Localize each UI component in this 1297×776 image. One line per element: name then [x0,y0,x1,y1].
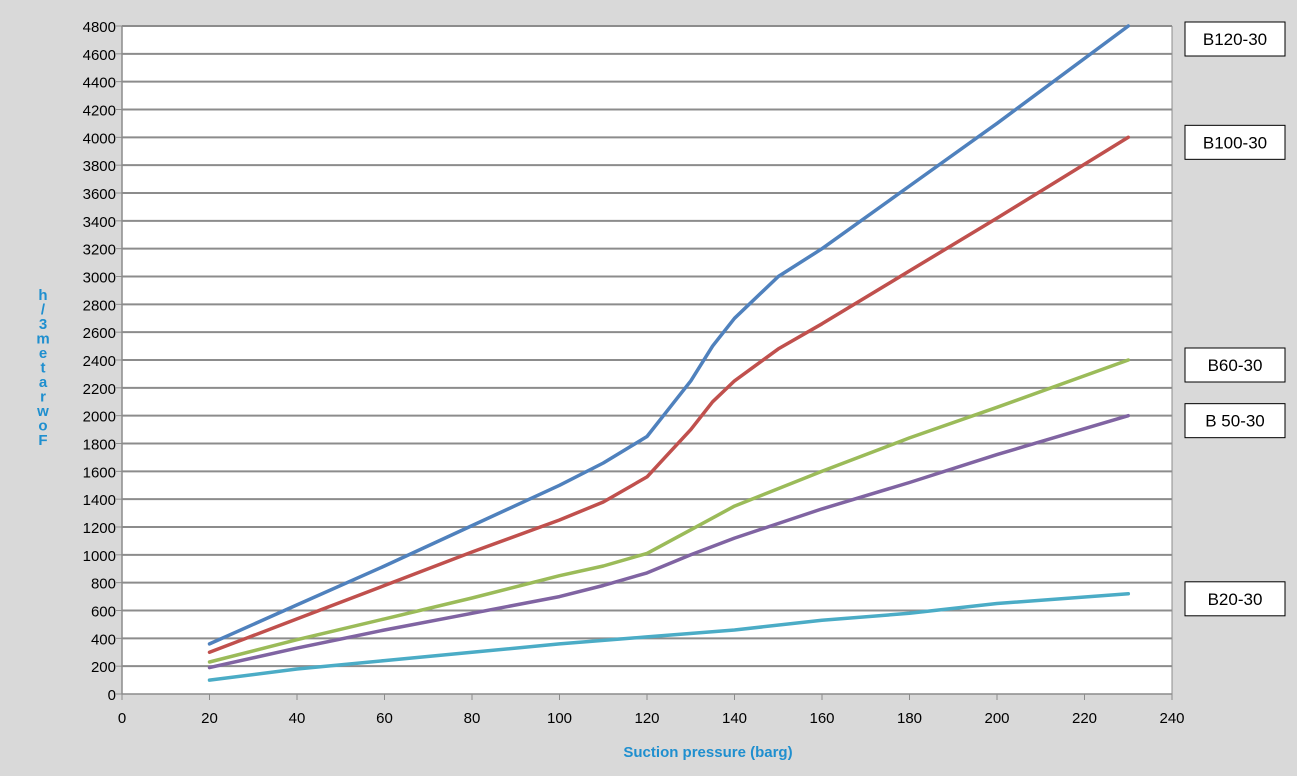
y-axis-title-glyph: w [36,403,49,420]
legend-label: B120-30 [1203,30,1267,49]
y-tick-label: 1000 [83,548,116,565]
y-tick-label: 4800 [83,19,116,36]
y-tick-label: 600 [91,604,116,621]
y-axis-title-glyph: F [38,432,47,449]
x-tick-label: 220 [1072,710,1097,727]
y-tick-label: 2200 [83,381,116,398]
legend-box [1184,581,1286,617]
y-tick-label: 3600 [83,186,116,203]
y-axis-title-glyph: a [39,374,48,391]
legend-item: B60-30 [1184,347,1286,383]
y-tick-label: 4400 [83,75,116,92]
series-line-b50-30 [207,413,1131,670]
x-tick-label: 180 [897,710,922,727]
y-tick-label: 2600 [83,325,116,342]
legend-box [1184,347,1286,383]
y-axis-title-glyph: 3 [39,316,47,333]
x-tick-label: 40 [289,710,306,727]
y-axis-title-glyph: e [39,345,47,362]
y-tick-label: 3000 [83,270,116,287]
y-axis-title-glyph: o [38,418,47,435]
y-axis-title-glyph: h [38,287,47,304]
gridlines [122,25,1172,668]
legend-label: B60-30 [1208,356,1263,375]
y-tick-label: 2400 [83,353,116,370]
x-tick-label: 0 [118,710,126,727]
legend-box [1184,124,1286,160]
y-tick-label: 1600 [83,464,116,481]
series-line-b100-30 [207,135,1131,655]
y-axis-title-glyph: / [41,302,46,319]
y-tick-label: 800 [91,576,116,593]
x-tick-label: 140 [722,710,747,727]
y-tick-label: 3200 [83,242,116,259]
y-axis-title-glyph: r [40,389,46,406]
x-tick-label: 120 [634,710,659,727]
series-lines [207,24,1131,682]
legend-label: B 50-30 [1205,412,1265,431]
y-tick-label: 2800 [83,297,116,314]
legend-item: B 50-30 [1184,403,1286,439]
series-line-b120-30 [207,24,1131,646]
x-axis-title: Suction pressure (barg) [623,744,792,761]
legend: B120-30 B100-30 B60-30 B 50-30 B20-30 [1184,21,1286,617]
x-tick-label: 240 [1159,710,1184,727]
legend-box [1184,21,1286,57]
x-tick-label: 100 [547,710,572,727]
y-tick-label: 4200 [83,103,116,120]
y-axis-title-glyph: m [36,331,49,348]
x-tick-label: 200 [984,710,1009,727]
y-tick-label: 0 [108,687,116,704]
y-tick-label: 3800 [83,158,116,175]
x-tick-label: 60 [376,710,393,727]
axes: 0200400600800100012001400160018002000220… [83,19,1185,727]
y-tick-label: 3400 [83,214,116,231]
x-tick-label: 20 [201,710,218,727]
legend-item: B100-30 [1184,124,1286,160]
legend-label: B20-30 [1208,590,1263,609]
legend-item: B20-30 [1184,581,1286,617]
x-tick-label: 80 [464,710,481,727]
legend-item: B120-30 [1184,21,1286,57]
y-tick-label: 1200 [83,520,116,537]
series-line-b60-30 [207,358,1131,664]
y-tick-label: 400 [91,631,116,648]
legend-box [1184,403,1286,439]
y-tick-label: 4000 [83,130,116,147]
y-tick-label: 4600 [83,47,116,64]
y-tick-label: 1400 [83,492,116,509]
x-tick-label: 160 [809,710,834,727]
y-tick-label: 2000 [83,409,116,426]
y-tick-label: 1800 [83,437,116,454]
y-axis-title-glyph: t [41,360,46,377]
series-line-b20-30 [207,592,1131,682]
legend-label: B100-30 [1203,133,1267,152]
y-tick-label: 200 [91,659,116,676]
